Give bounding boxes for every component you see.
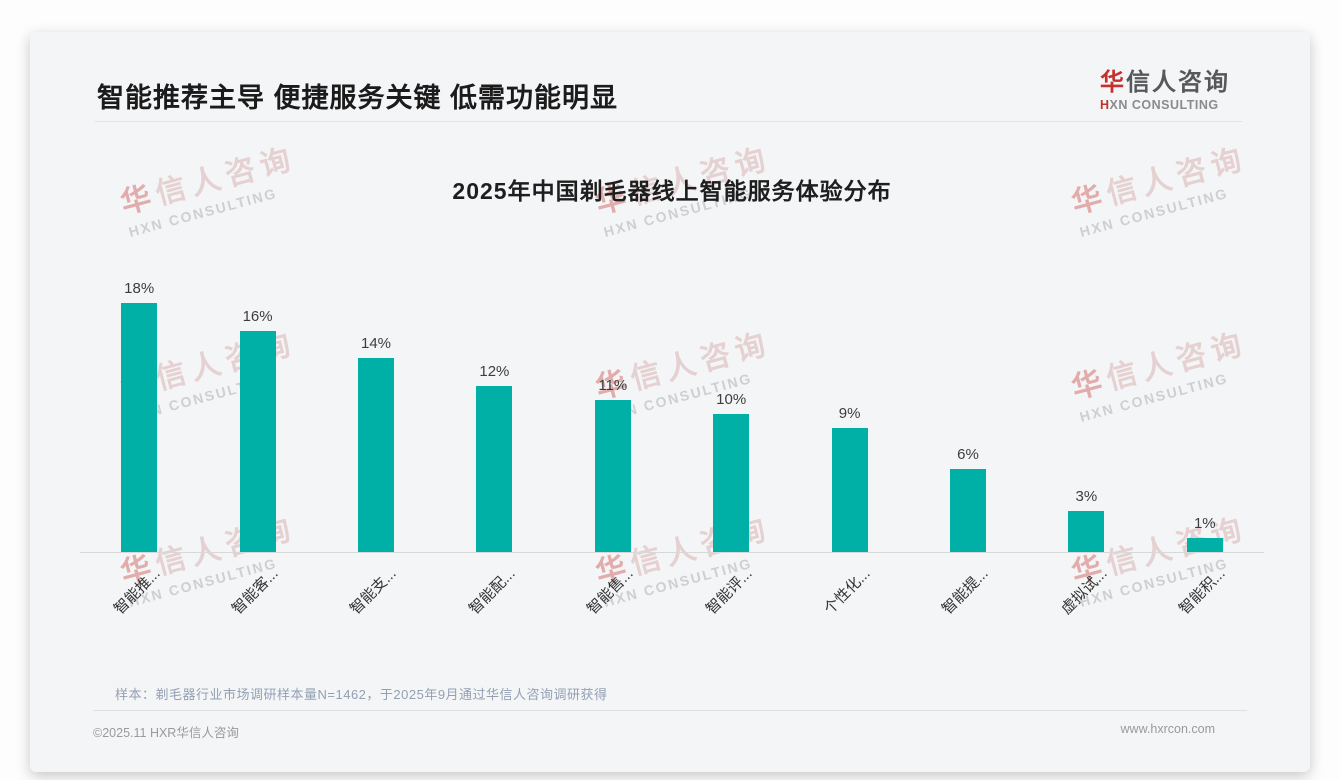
bar xyxy=(713,414,750,552)
bar xyxy=(476,386,513,552)
company-logo: 华信人咨询 HXN CONSULTING xyxy=(1100,62,1230,112)
header-divider xyxy=(95,121,1242,122)
x-axis-label: 智能配... xyxy=(465,565,519,618)
bar-value-label: 14% xyxy=(360,335,392,352)
x-axis-label: 智能推... xyxy=(110,565,164,618)
chart-title: 2025年中国剃毛器线上智能服务体验分布 xyxy=(452,178,892,204)
x-axis-label: 智能评... xyxy=(702,565,756,618)
x-axis-label: 智能提... xyxy=(939,565,993,618)
logo-english-text: HXN CONSULTING xyxy=(1100,98,1219,112)
bar-value-label: 10% xyxy=(716,391,747,408)
bar-value-label: 6% xyxy=(957,446,979,463)
bar-value-label: 3% xyxy=(1075,488,1098,505)
x-axis-label: 智能售... xyxy=(584,565,637,618)
bar xyxy=(1186,538,1223,552)
x-axis-label: 智能积... xyxy=(1176,565,1229,618)
copyright-text: ©2025.11 HXR华信人咨询 xyxy=(93,726,239,740)
bar-value-label: 9% xyxy=(838,405,861,422)
x-axis-label: 虚拟试... xyxy=(1057,565,1111,618)
bar-value-label: 18% xyxy=(124,280,155,297)
x-axis-label: 智能支... xyxy=(347,565,401,618)
bar-value-label: 16% xyxy=(242,308,273,325)
x-axis-label: 智能客... xyxy=(229,565,282,618)
bar-value-label: 12% xyxy=(479,363,510,380)
website-link[interactable]: www.hxrcon.com xyxy=(1120,722,1215,736)
bar-value-label: 11% xyxy=(598,377,628,394)
page-title: 智能推荐主导 便捷服务关键 低需功能明显 xyxy=(97,83,619,113)
bar xyxy=(358,358,394,552)
bar xyxy=(1068,511,1105,552)
footer-divider xyxy=(93,710,1247,711)
bar xyxy=(950,469,986,552)
bar-chart-plot-area: 18% 智能推... 16% 智能客... 14% 智能支... 12% 智能配... 11% 智… xyxy=(80,272,1264,618)
report-card: 华信人咨询 HXN CONSULTING 华信人咨询 HXN CONSULTING 华信… xyxy=(30,32,1310,772)
bar-value-label: 1% xyxy=(1193,515,1216,532)
bar xyxy=(239,331,276,552)
logo-chinese-text: 华信人咨询 xyxy=(1100,69,1230,96)
bar xyxy=(121,303,158,552)
bar xyxy=(594,400,631,552)
x-axis-label: 个性化... xyxy=(821,565,874,618)
bar xyxy=(831,428,868,552)
sample-footnote: 样本：剃毛器行业市场调研样本量N=1462，于2025年9月通过华信人咨询调研获… xyxy=(115,687,608,702)
